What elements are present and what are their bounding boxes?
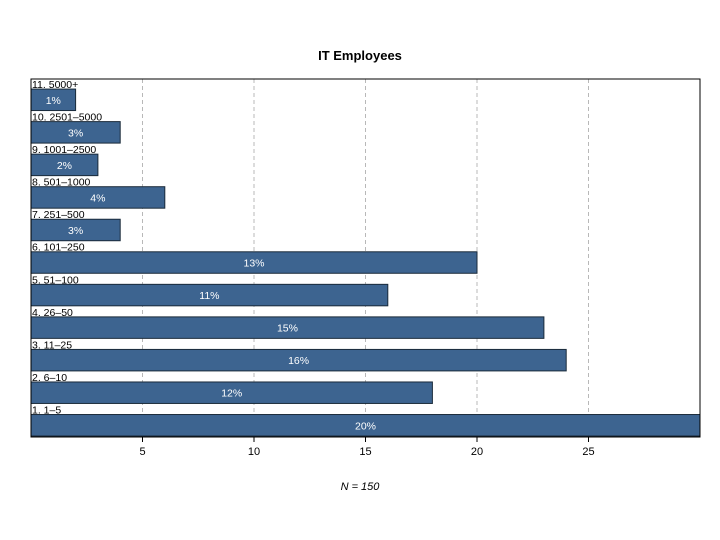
chart-title: IT Employees — [318, 48, 402, 63]
percent-label: 12% — [221, 388, 242, 400]
x-tick-label: 10 — [248, 446, 260, 458]
percent-label: 3% — [68, 225, 83, 237]
x-tick-label: 20 — [471, 446, 483, 458]
category-label: 6. 101–250 — [32, 242, 85, 254]
x-tick-label: 5 — [139, 446, 145, 458]
percent-label: 4% — [90, 192, 105, 204]
category-label: 7. 251–500 — [32, 209, 85, 221]
percent-label: 13% — [243, 258, 264, 270]
category-label: 10. 2501–5000 — [32, 112, 102, 124]
category-label: 9. 1001–2500 — [32, 144, 96, 156]
category-label: 3. 11–25 — [32, 339, 72, 351]
x-axis-ticks: 5 10 15 20 25 — [139, 437, 595, 458]
percent-label: 11% — [199, 290, 219, 302]
category-label: 5. 51–100 — [32, 274, 79, 286]
percent-label: 20% — [355, 420, 376, 432]
bars: 1. 1–5 20% 2. 6–10 12% 3. 11–25 16% 4. 26–50 15… — [30, 79, 701, 437]
category-label: 2. 6–10 — [32, 372, 67, 384]
category-label: 8. 501–1000 — [32, 177, 91, 189]
percent-label: 2% — [57, 160, 72, 172]
percent-label: 1% — [46, 95, 61, 107]
x-tick-label: 15 — [359, 446, 371, 458]
percent-label: 16% — [288, 355, 309, 367]
category-label: 1. 1–5 — [32, 404, 61, 416]
percent-label: 3% — [68, 127, 83, 139]
x-axis-label: N = 150 — [341, 481, 381, 493]
category-label: 11. 5000+ — [32, 79, 78, 91]
category-label: 4. 26–50 — [32, 307, 73, 319]
percent-label: 15% — [277, 323, 298, 335]
x-tick-label: 25 — [582, 446, 594, 458]
